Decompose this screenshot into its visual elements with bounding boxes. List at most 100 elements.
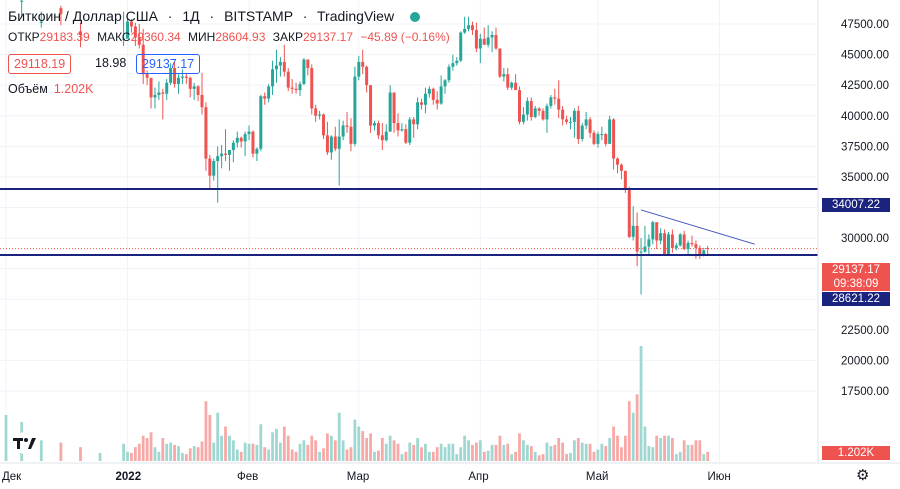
volume-bar <box>623 435 627 461</box>
candle-body <box>631 225 635 237</box>
volume-bar <box>580 442 584 461</box>
volume-bar <box>353 419 357 461</box>
volume-bar <box>475 442 478 461</box>
volume-bar <box>259 424 263 461</box>
volume-bar <box>133 447 137 461</box>
volume-bar <box>514 451 517 461</box>
volume-bar <box>674 454 678 461</box>
candle-body <box>647 239 651 247</box>
volume-bar <box>651 447 655 461</box>
volume-bar <box>392 440 396 461</box>
candle-body <box>604 134 608 144</box>
volume-bar <box>263 447 267 461</box>
candle-body <box>596 134 600 144</box>
candle-body <box>251 131 255 154</box>
volume-bar <box>506 443 510 461</box>
candle-body <box>176 77 180 84</box>
candle-body <box>365 66 369 86</box>
volume-bar <box>310 435 314 461</box>
volume-bar <box>494 444 498 461</box>
volume-bar <box>384 443 388 461</box>
volume-bar <box>333 440 337 461</box>
volume-bar <box>702 454 706 461</box>
interval[interactable]: 1Д <box>182 8 200 24</box>
candle-body <box>278 61 282 66</box>
candle-body <box>208 158 212 176</box>
x-tick-label: Дек <box>2 471 22 483</box>
candle-body <box>149 77 153 98</box>
candle-body <box>20 0 24 2</box>
y-tick-label: 37500.00 <box>841 141 889 153</box>
candle-body <box>192 86 196 89</box>
candles <box>20 0 710 295</box>
candle-body <box>666 234 670 254</box>
volume-bar <box>196 447 200 461</box>
volume-bar <box>165 443 169 461</box>
candle-body <box>325 135 329 153</box>
x-tick-label: 2022 <box>116 471 142 483</box>
candle-body <box>568 121 572 123</box>
volume-bar <box>545 442 549 461</box>
volume-bar <box>443 447 447 461</box>
candle-body <box>384 131 388 141</box>
candle-body <box>243 134 247 142</box>
candle-body <box>341 125 345 137</box>
candle-body <box>643 246 647 252</box>
volume-bar <box>228 435 231 461</box>
volume-bar <box>369 433 372 461</box>
volume-bar <box>373 451 376 461</box>
volume-bar <box>525 444 529 461</box>
volume-bar <box>553 444 557 461</box>
volume-bar <box>141 435 145 461</box>
y-tick-label: 35000.00 <box>841 172 889 184</box>
volume-bar <box>275 428 278 461</box>
candle-body <box>396 123 400 131</box>
time-axis: Дек 2022 Фев Мар Апр Май Июн <box>0 462 900 483</box>
volume-bar <box>541 454 545 461</box>
volume-bar <box>126 451 129 461</box>
symbol-name[interactable]: Биткоин / Доллар США <box>8 8 158 24</box>
volume-bar <box>643 426 647 461</box>
volume-bar <box>231 440 235 461</box>
candle-body <box>216 156 220 162</box>
candle-body <box>255 148 259 154</box>
candle-body <box>188 77 192 89</box>
candle-body <box>369 85 373 126</box>
candle-body <box>286 71 290 88</box>
volume-bar <box>153 447 157 461</box>
volume-bar <box>192 446 196 461</box>
buy-price-button[interactable]: 29137.17 <box>136 54 201 74</box>
gear-icon[interactable]: ⚙ <box>856 467 870 484</box>
volume-bar <box>396 443 400 461</box>
sell-price-button[interactable]: 29118.19 <box>8 54 72 74</box>
y-tick-label: 40000.00 <box>841 111 889 123</box>
volume-bar <box>294 451 298 461</box>
volume-bar <box>690 444 694 461</box>
open-label: ОТКР <box>8 30 40 44</box>
spread-value: 18.98 <box>95 56 127 70</box>
candle-body <box>592 132 596 144</box>
candle-body <box>651 222 655 240</box>
candle-body <box>580 125 584 139</box>
candle-body <box>212 161 216 176</box>
volume-bar <box>706 451 710 461</box>
volume-bar <box>569 452 572 461</box>
market-status-icon[interactable] <box>409 12 420 23</box>
volume-bar <box>408 442 412 461</box>
volume-bar <box>565 454 568 461</box>
candle-body <box>282 61 286 72</box>
price-axis: 47500.00 45000.00 42500.00 40000.00 37500.00… <box>817 0 889 463</box>
volume-bar <box>694 440 698 461</box>
volume-bar <box>557 438 561 461</box>
candle-body <box>333 136 337 149</box>
candle-body <box>200 94 204 108</box>
volume-bar <box>200 441 204 461</box>
tradingview-logo[interactable] <box>10 432 40 454</box>
candle-body <box>451 63 455 67</box>
volume-bar <box>302 440 306 461</box>
candle-body <box>565 119 569 122</box>
volume-bar <box>467 440 470 461</box>
candle-body <box>372 123 376 126</box>
upper-level-tag: 34007.22 <box>822 198 890 212</box>
